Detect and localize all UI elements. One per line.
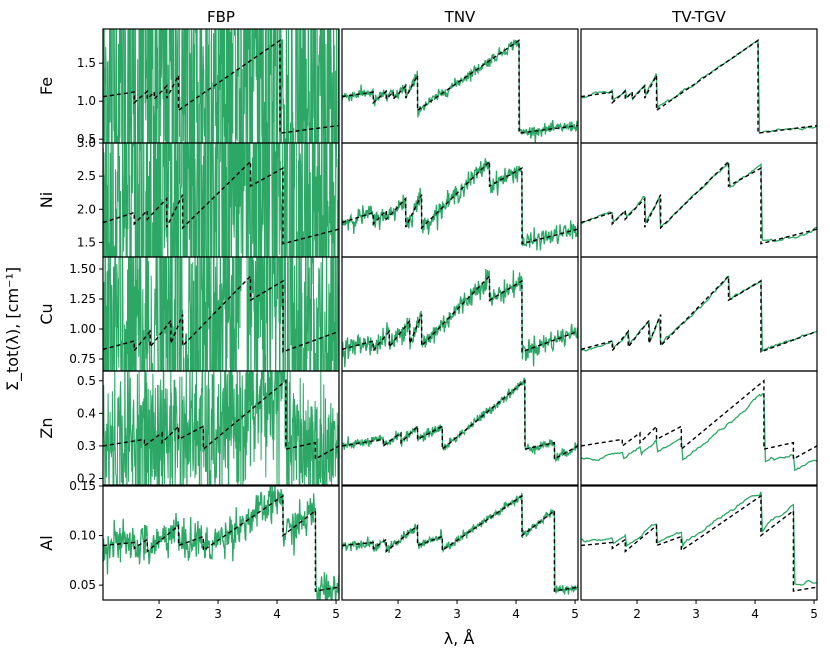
- y-axis-label: Σ_tot(λ), [cm⁻¹]: [3, 267, 23, 391]
- panel-zn-tnv: [341, 370, 579, 486]
- x-tick-label: 2: [633, 607, 641, 621]
- y-tick-label: 2.0: [77, 202, 96, 216]
- panel-frame: [580, 370, 818, 486]
- y-tick-label: 0.5: [77, 132, 96, 146]
- row-label: Cu: [37, 303, 56, 324]
- panel-frame: [341, 142, 579, 258]
- series-reference: [342, 274, 578, 353]
- series-reference: [581, 379, 817, 461]
- y-tick-label: 3.0: [77, 136, 96, 150]
- series-reconstruction: [103, 29, 339, 143]
- x-tick-label: 2: [155, 607, 163, 621]
- panel-cu-tv-tgv: [580, 256, 818, 372]
- x-tick-label: 3: [453, 607, 461, 621]
- panel-frame: [341, 485, 579, 601]
- y-tick-label: 1.50: [69, 262, 96, 276]
- series-reconstruction: [342, 492, 578, 595]
- series-reconstruction: [342, 268, 578, 368]
- series-reconstruction: [581, 275, 817, 353]
- y-tick-label: 0.15: [69, 479, 96, 493]
- panel-frame: [341, 370, 579, 486]
- y-tick-label: 1.25: [69, 292, 96, 306]
- x-tick-label: 5: [810, 607, 818, 621]
- panel-al-tnv: 2 3 4 5: [341, 485, 579, 621]
- series-reference: [581, 274, 817, 353]
- series-reconstruction: [103, 486, 339, 600]
- x-tick-label: 3: [692, 607, 700, 621]
- y-tick-label: 2.5: [77, 169, 96, 183]
- panel-zn-tv-tgv: [580, 370, 818, 486]
- panel-al-tv-tgv: 2 3 4 5: [580, 485, 818, 621]
- x-tick-label: 3: [214, 607, 222, 621]
- y-tick-label: 0.5: [77, 374, 96, 388]
- series-reference: [103, 379, 339, 461]
- series-reconstruction: [581, 38, 817, 135]
- series-reconstruction: [342, 39, 578, 143]
- y-tick-label: 1.00: [69, 322, 96, 336]
- y-tick-label: 0.3: [77, 439, 96, 453]
- series-reconstruction: [581, 393, 817, 472]
- row-label: Al: [37, 535, 56, 550]
- series-reference: [342, 379, 578, 461]
- series-reconstruction: [581, 491, 817, 586]
- y-tick-label: 0.05: [69, 578, 96, 592]
- series-reference: [581, 39, 817, 134]
- row-label: Zn: [37, 417, 56, 438]
- series-reconstruction: [103, 371, 339, 485]
- column-title: TV-TGV: [671, 8, 726, 26]
- series-reconstruction: [342, 377, 578, 463]
- series-reference: [103, 39, 339, 134]
- panel-frame: [341, 28, 579, 144]
- panel-frame: [580, 485, 818, 601]
- x-tick-label: 5: [571, 607, 579, 621]
- x-tick-label: 2: [394, 607, 402, 621]
- panel-frame: [580, 28, 818, 144]
- panel-grid: FBP 0.5 1.0 1.5 Fe TNV TV-TGV 1.5 2.0 2.5 3.0 Ni 0.7…: [37, 8, 818, 621]
- series-reference: [342, 39, 578, 134]
- panel-al-fbp: 0.05 0.10 0.15 Al 2 3 4 5: [37, 479, 340, 621]
- panel-cu-tnv: [341, 256, 579, 372]
- x-tick-label: 4: [273, 607, 281, 621]
- panel-frame: [580, 256, 818, 372]
- x-tick-label: 4: [751, 607, 759, 621]
- series-reference: [103, 274, 339, 353]
- series-reference: [581, 494, 817, 592]
- y-tick-label: 1.0: [77, 94, 96, 108]
- y-tick-label: 0.4: [77, 406, 96, 420]
- panel-zn-fbp: 0.2 0.3 0.4 0.5 Zn: [37, 370, 340, 486]
- row-label: Fe: [37, 77, 56, 95]
- y-tick-label: 0.2: [77, 471, 96, 485]
- x-tick-label: 4: [512, 607, 520, 621]
- column-title: FBP: [207, 8, 235, 26]
- panel-ni-tnv: [341, 142, 579, 258]
- series-reference: [581, 159, 817, 245]
- x-axis-label: λ, Å: [444, 629, 475, 648]
- row-label: Ni: [37, 192, 56, 208]
- x-tick-label: 5: [332, 607, 340, 621]
- series-reconstruction: [581, 161, 817, 242]
- column-title: TNV: [444, 8, 476, 26]
- panel-frame: [102, 485, 340, 601]
- y-tick-label: 1.5: [77, 235, 96, 249]
- series-reconstruction: [342, 158, 578, 251]
- panel-fe-tnv: TNV: [341, 8, 579, 144]
- y-tick-label: 0.75: [69, 352, 96, 366]
- panel-fe-tv-tgv: TV-TGV: [580, 8, 818, 144]
- panel-ni-tv-tgv: [580, 142, 818, 258]
- panel-frame: [102, 370, 340, 486]
- y-tick-label: 0.10: [69, 529, 96, 543]
- y-tick-label: 1.5: [77, 56, 96, 70]
